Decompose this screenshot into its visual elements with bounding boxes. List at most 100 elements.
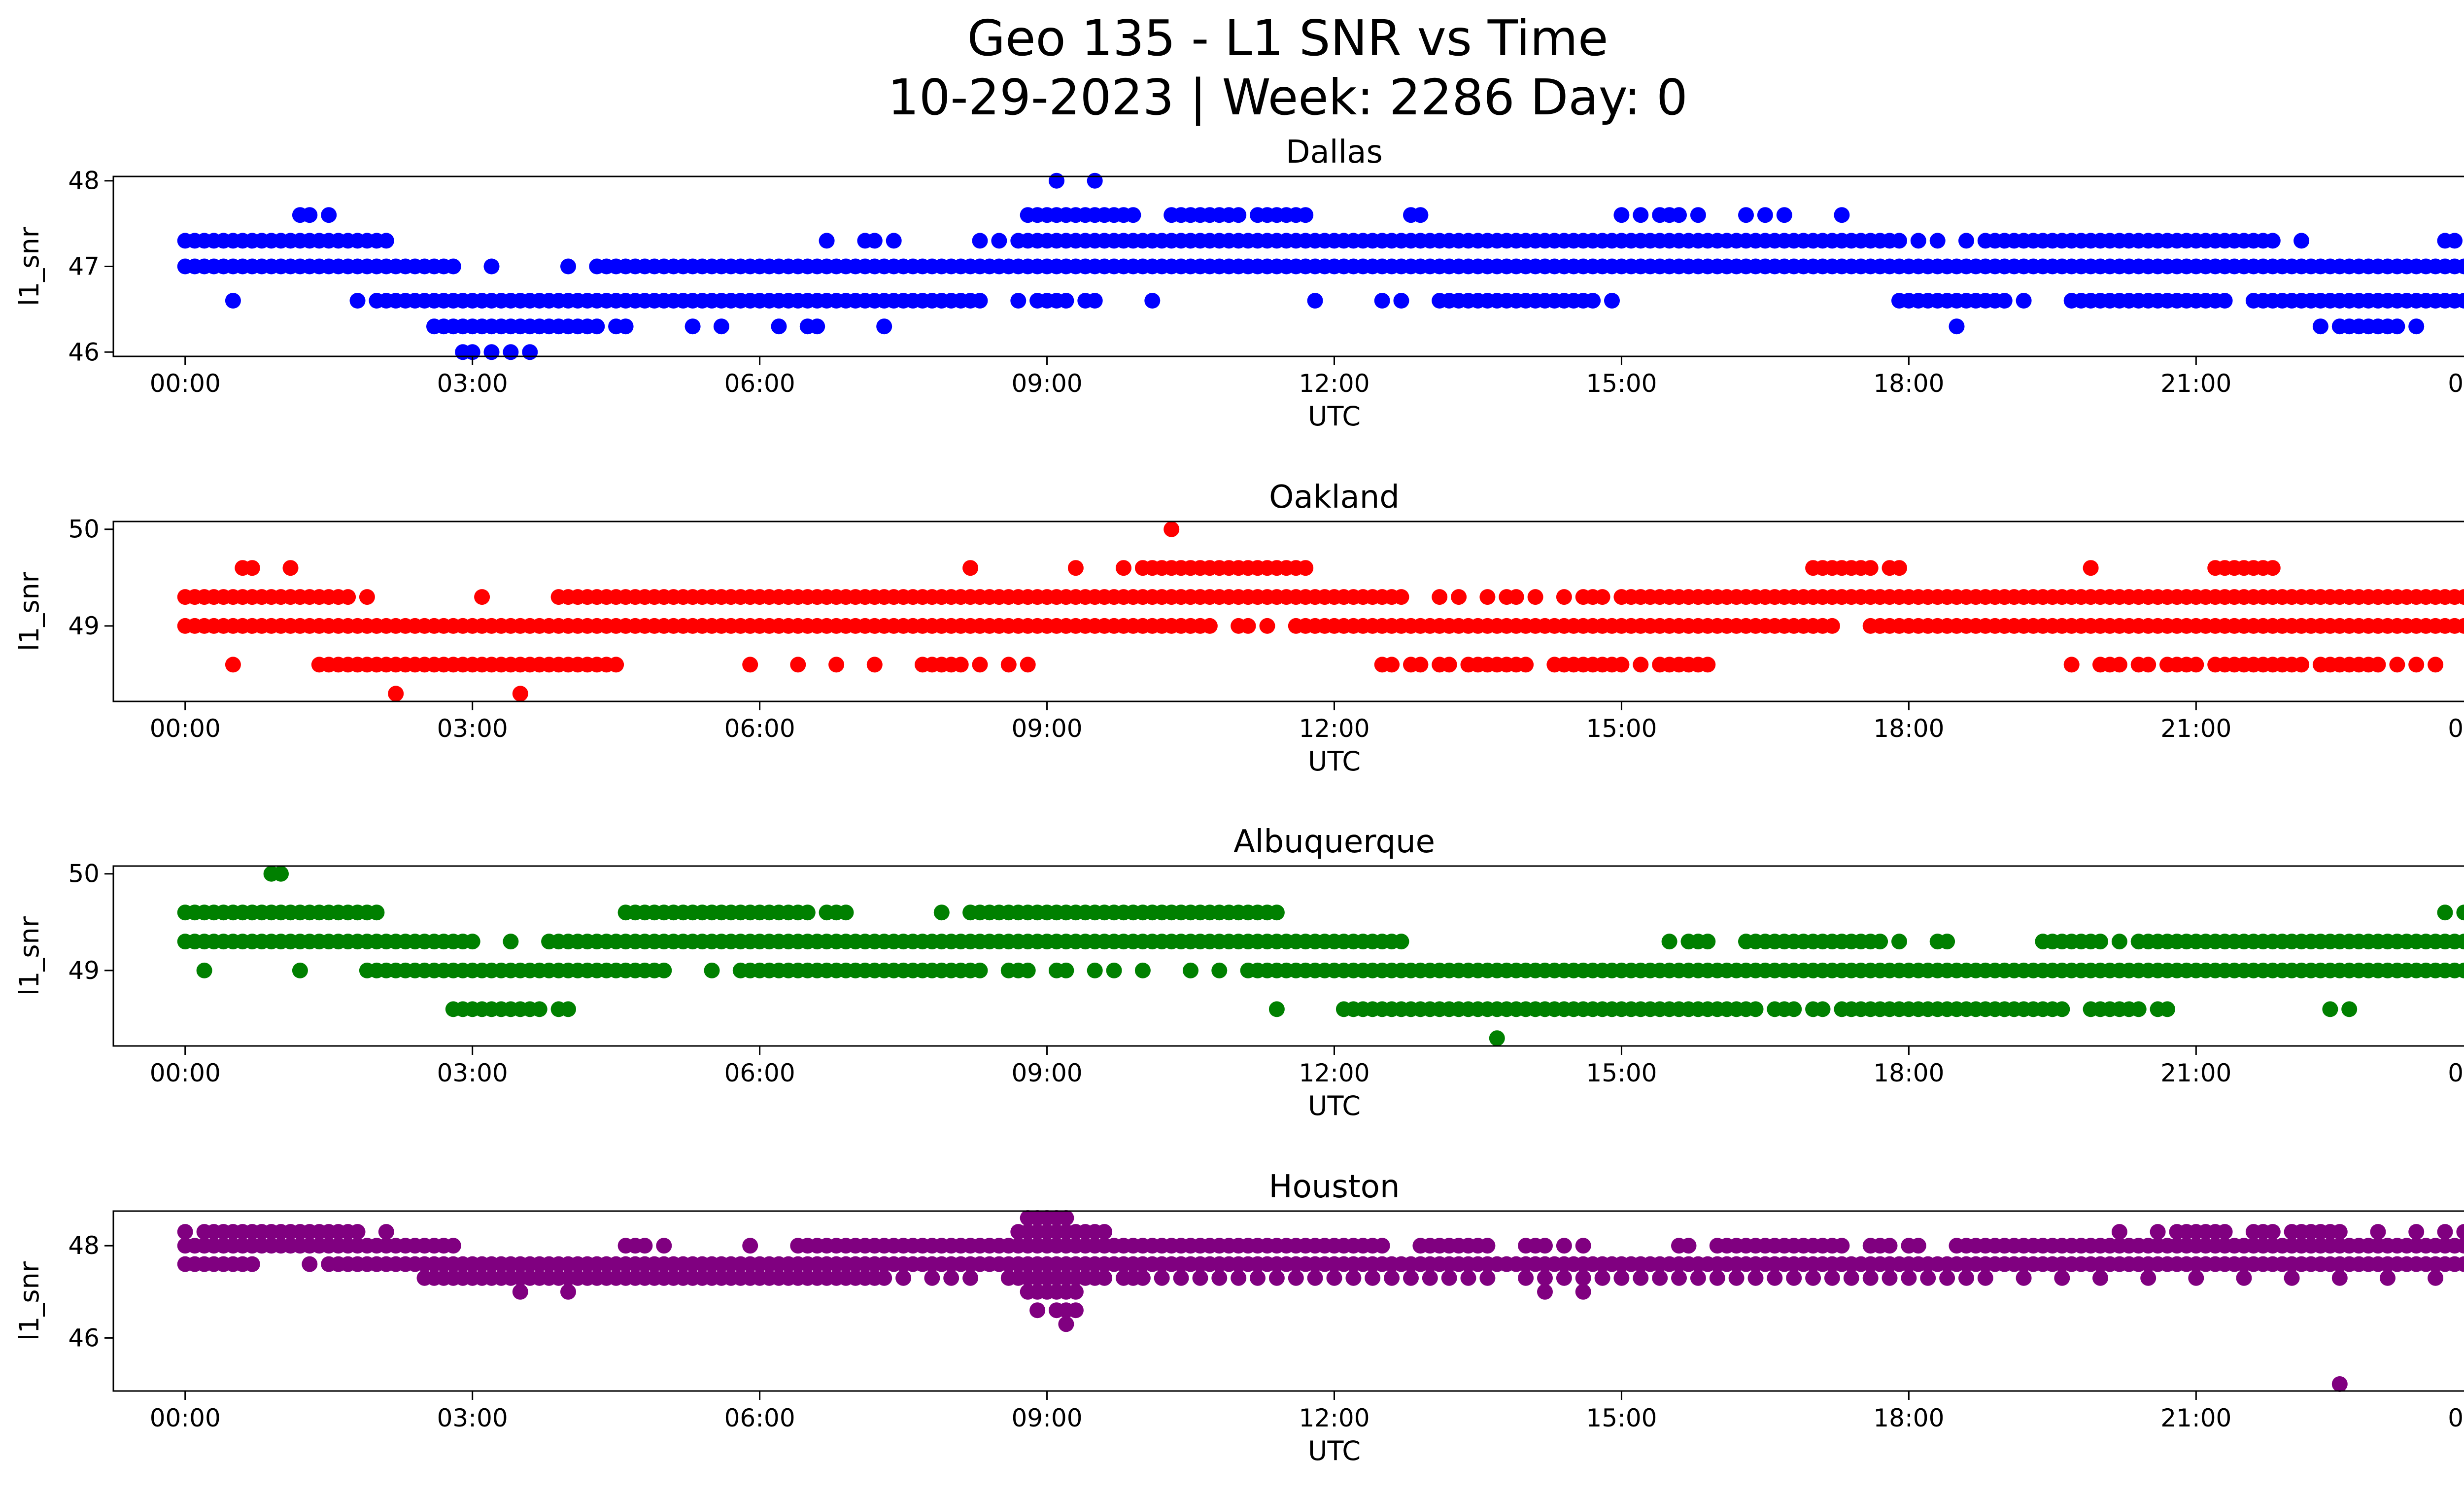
data-point	[962, 1270, 979, 1286]
data-point	[388, 686, 404, 702]
data-point	[531, 1001, 548, 1017]
y-tick-label: 47	[68, 252, 100, 281]
data-point	[349, 1224, 366, 1240]
data-point	[2130, 1001, 2147, 1017]
x-tick-label: 06:00	[724, 1059, 795, 1087]
data-point	[876, 1270, 892, 1286]
data-point	[378, 233, 394, 249]
data-point	[1441, 1270, 1457, 1286]
data-point	[1747, 1001, 1764, 1017]
data-point	[1087, 962, 1103, 978]
data-point	[1403, 1270, 1419, 1286]
data-point	[886, 233, 902, 249]
data-point	[2437, 904, 2453, 921]
data-points-houston	[177, 1210, 2464, 1392]
data-point	[2140, 1270, 2156, 1286]
data-point	[2331, 1376, 2348, 1392]
data-point	[1910, 233, 1926, 249]
data-point	[1901, 1270, 1917, 1286]
x-tick-label: 03:00	[437, 369, 508, 398]
data-point	[1201, 618, 1218, 634]
data-point	[1508, 589, 1524, 605]
data-point	[1298, 560, 1314, 576]
data-point	[704, 962, 720, 978]
data-point	[1671, 207, 1687, 223]
data-point	[1776, 207, 1792, 223]
x-axis-label: UTC	[1308, 746, 1361, 777]
panel-title-albuquerque: Albuquerque	[1233, 824, 1435, 860]
panel-title-dallas: Dallas	[1286, 134, 1383, 171]
data-point	[790, 657, 806, 673]
data-point	[1183, 962, 1198, 978]
data-point	[1518, 657, 1534, 673]
x-tick-label: 00:00	[2448, 714, 2464, 743]
data-point	[1700, 657, 1716, 673]
x-tick-label: 09:00	[1012, 369, 1083, 398]
data-point	[1613, 207, 1630, 223]
data-point	[1814, 1001, 1831, 1017]
data-point	[445, 258, 461, 275]
x-tick-label: 00:00	[150, 1404, 221, 1432]
x-tick-label: 21:00	[2160, 369, 2231, 398]
data-points-oakland	[177, 521, 2464, 702]
data-point	[2408, 1224, 2425, 1240]
data-point	[1144, 293, 1161, 309]
x-tick-label: 06:00	[724, 714, 795, 743]
data-point	[1537, 1238, 1553, 1254]
data-point	[1824, 618, 1840, 634]
x-tick-label: 12:00	[1299, 714, 1369, 743]
data-point	[2370, 657, 2386, 673]
data-point	[1000, 657, 1017, 673]
data-point	[2428, 1270, 2444, 1286]
data-point	[1671, 1270, 1687, 1286]
data-point	[742, 657, 758, 673]
data-point	[560, 258, 576, 275]
y-axis-label: l1_snr	[14, 916, 45, 996]
data-point	[1862, 1270, 1879, 1286]
data-point	[2264, 233, 2281, 249]
data-point	[1268, 1001, 1285, 1017]
data-point	[1067, 1284, 1084, 1300]
figure-title-line-1: Geo 135 - L1 SNR vs Time	[967, 9, 1608, 67]
data-point	[522, 344, 538, 360]
x-tick-label: 18:00	[1873, 369, 1944, 398]
data-point	[1652, 1270, 1668, 1286]
data-point	[1384, 657, 1400, 673]
data-point	[1067, 560, 1084, 576]
data-point	[1020, 962, 1036, 978]
data-point	[1250, 1270, 1266, 1286]
data-point	[1125, 207, 1141, 223]
data-point	[1958, 1270, 1974, 1286]
data-point	[2408, 318, 2425, 335]
data-point	[1556, 1270, 1572, 1286]
data-point	[1891, 560, 1907, 576]
data-point	[1020, 657, 1036, 673]
data-points-dallas	[177, 173, 2464, 360]
data-point	[1231, 207, 1247, 223]
data-point	[1096, 1270, 1113, 1286]
data-point	[637, 1238, 653, 1254]
x-tick-label: 06:00	[724, 1404, 795, 1432]
data-point	[244, 1256, 260, 1272]
x-axis-label: UTC	[1308, 1435, 1361, 1466]
data-point	[1211, 962, 1228, 978]
data-point	[1116, 560, 1131, 576]
data-point	[656, 1238, 672, 1254]
data-point	[1537, 1284, 1553, 1300]
data-point	[1690, 207, 1706, 223]
data-point	[1633, 207, 1649, 223]
data-point	[2389, 318, 2405, 335]
x-tick-label: 18:00	[1873, 1404, 1944, 1432]
data-point	[1661, 934, 1677, 950]
x-tick-label: 12:00	[1299, 1059, 1369, 1087]
data-point	[1690, 1270, 1706, 1286]
chart-panel-houston: 00:00 03:00 06:00 09:00 12:00 15:00 18:00 21:00…	[14, 1169, 2464, 1466]
data-point	[1805, 1270, 1821, 1286]
chart-panel-dallas: 00:00 03:00 06:00 09:00 12:00 15:00 18:00 21:00…	[14, 134, 2464, 432]
y-tick-label: 46	[68, 338, 100, 366]
data-point	[1298, 207, 1314, 223]
data-point	[1240, 618, 1256, 634]
x-tick-label: 15:00	[1586, 714, 1657, 743]
x-tick-label: 21:00	[2160, 714, 2231, 743]
